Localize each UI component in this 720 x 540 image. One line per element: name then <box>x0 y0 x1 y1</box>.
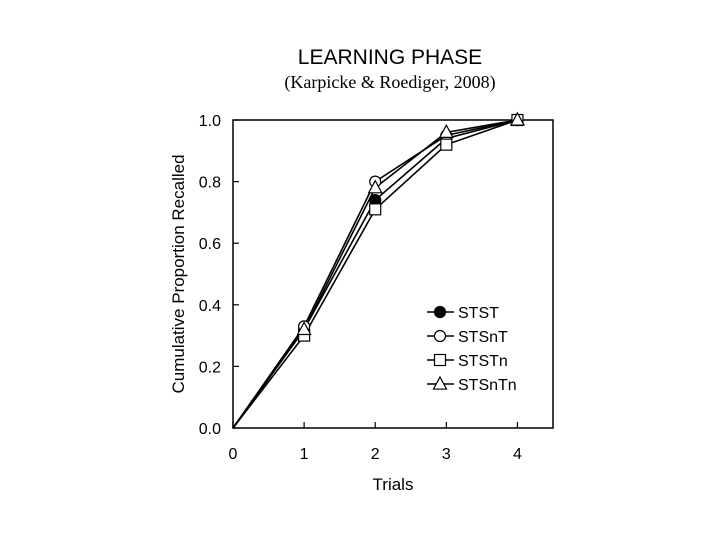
legend-label: STST <box>458 305 499 322</box>
y-tick-label: 0.0 <box>199 421 221 438</box>
marker-open-triangle <box>296 321 312 336</box>
chart-subtitle: (Karpicke & Roediger, 2008) <box>284 72 496 92</box>
legend-label: STSTn <box>458 353 508 370</box>
x-tick-label: 1 <box>300 446 309 463</box>
x-tick-label: 4 <box>513 446 522 463</box>
y-tick-label: 0.8 <box>199 175 221 192</box>
marker-open-circle <box>433 329 447 343</box>
marker-open-triangle <box>432 375 448 390</box>
y-tick-label: 0.2 <box>199 359 221 376</box>
marker-open-triangle <box>367 179 383 194</box>
marker-open-square <box>433 353 447 367</box>
plot-area-frame <box>232 119 554 429</box>
marker-open-triangle <box>509 111 526 126</box>
x-tick-label: 2 <box>371 446 380 463</box>
legend-label: STSnTn <box>458 377 517 394</box>
y-axis-label: Cumulative Proportion Recalled <box>169 154 188 393</box>
y-tick-label: 0.4 <box>199 298 221 315</box>
marker-open-square <box>369 203 382 216</box>
x-axis-label: Trials <box>373 475 414 494</box>
y-tick-label: 0.6 <box>199 236 221 253</box>
marker-open-square <box>440 138 453 151</box>
marker-open-triangle <box>438 124 454 138</box>
chart-title: LEARNING PHASE <box>297 46 483 69</box>
x-tick-label: 0 <box>229 446 238 463</box>
x-tick-label: 3 <box>442 446 451 463</box>
marker-filled-circle <box>433 305 447 319</box>
legend-label: STSnT <box>458 329 508 346</box>
y-tick-label: 1.0 <box>199 113 221 130</box>
